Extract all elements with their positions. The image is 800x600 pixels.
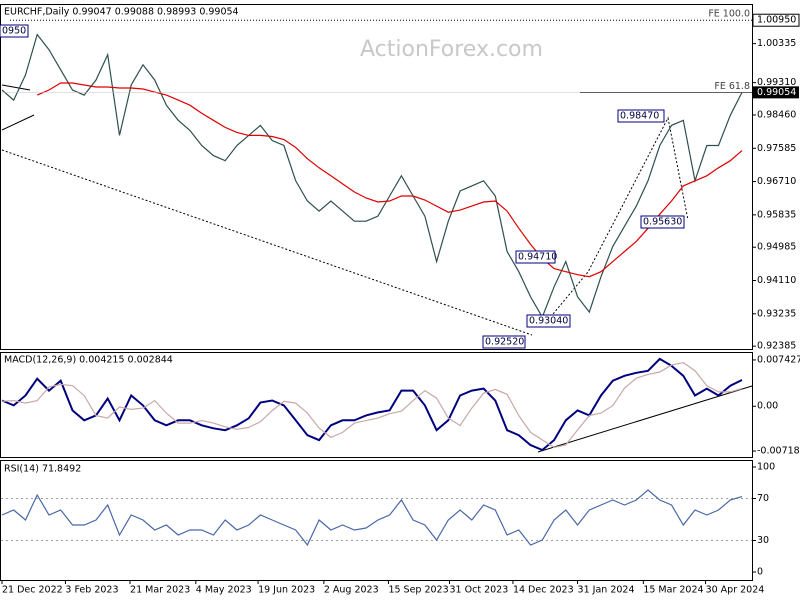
x-tick-label: 2 Aug 2023: [324, 585, 379, 596]
y-tick-label: 100: [757, 461, 775, 472]
x-tick-label: 4 May 2023: [196, 585, 252, 596]
x-tick-label: 15 Mar 2024: [643, 585, 703, 596]
price-label: 0.99054: [757, 87, 796, 98]
y-tick-label: 0.007427: [757, 354, 800, 365]
y-tick-label: 0.99310: [757, 77, 796, 88]
y-tick-label: 0.95835: [757, 209, 796, 220]
level-tick-box: [752, 13, 800, 27]
y-tick-label: 0.94985: [757, 242, 796, 253]
x-tick-label: 3 Feb 2023: [65, 585, 118, 596]
y-tick-label: 0: [757, 567, 763, 578]
y-tick-label: 0.94110: [757, 275, 796, 286]
chart-title: MACD(12,26,9) 0.004215 0.002844: [4, 355, 173, 366]
zigzag-line: [547, 116, 689, 321]
rsi-panel: [0, 460, 753, 581]
annotation-box: [515, 250, 556, 264]
annotation-box: [640, 215, 685, 229]
x-tick-label: 21 Mar 2023: [130, 585, 190, 596]
series-line: [1, 489, 743, 547]
y-tick-label: 30: [757, 535, 769, 546]
annotation-box: [526, 314, 571, 328]
annotation: 0.98470: [620, 111, 659, 122]
annotation: 0.95630: [643, 217, 682, 228]
y-tick-label: 0.00: [757, 401, 778, 412]
annotation-box: [482, 335, 526, 349]
price-panel: [0, 4, 753, 350]
level-tick-label: 1.00950: [757, 15, 796, 26]
x-tick-label: 14 Dec 2023: [513, 585, 574, 596]
series-line: [1, 361, 743, 449]
x-tick-label: 31 Oct 2023: [450, 585, 509, 596]
series-line: [1, 33, 743, 319]
x-tick-label: 21 Dec 2022: [2, 585, 63, 596]
x-tick-label: 30 Apr 2024: [706, 585, 765, 596]
y-tick-label: 0.96710: [757, 176, 796, 187]
y-tick-label: 0.92385: [757, 341, 796, 352]
trend-line: [1, 149, 533, 336]
y-tick-label: 70: [757, 493, 769, 504]
annotation: 0.94710: [518, 252, 557, 263]
x-tick-label: 31 Jan 2024: [578, 585, 635, 596]
price-box: [753, 86, 799, 99]
chart-title: EURCHF,Daily 0.99047 0.99088 0.98993 0.9…: [4, 7, 239, 18]
macd-trend-line: [537, 385, 753, 453]
annotation: 0950: [2, 26, 26, 37]
watermark: ActionForex.com: [360, 37, 543, 62]
fib-label: FE 61.8: [714, 81, 750, 92]
chart-title: RSI(14) 71.8492: [4, 464, 81, 475]
fib-label: FE 100.0: [708, 9, 750, 20]
annotation: 0.92520: [485, 337, 524, 348]
macd-panel: [0, 352, 753, 458]
x-tick-label: 15 Sep 2023: [388, 585, 448, 596]
y-tick-label: 0.97585: [757, 143, 796, 154]
annotation-box: [617, 109, 665, 123]
annotation-box: [0, 24, 29, 38]
trend-line: [1, 84, 31, 91]
annotation: 0.93040: [529, 316, 568, 327]
x-tick-label: 19 Jun 2023: [258, 585, 315, 596]
y-tick-label: 0.93235: [757, 308, 796, 319]
trend-line: [1, 114, 35, 131]
y-tick-label: -0.007186: [757, 446, 800, 457]
y-tick-label: 1.00335: [757, 38, 796, 49]
y-tick-label: 0.98460: [757, 109, 796, 120]
